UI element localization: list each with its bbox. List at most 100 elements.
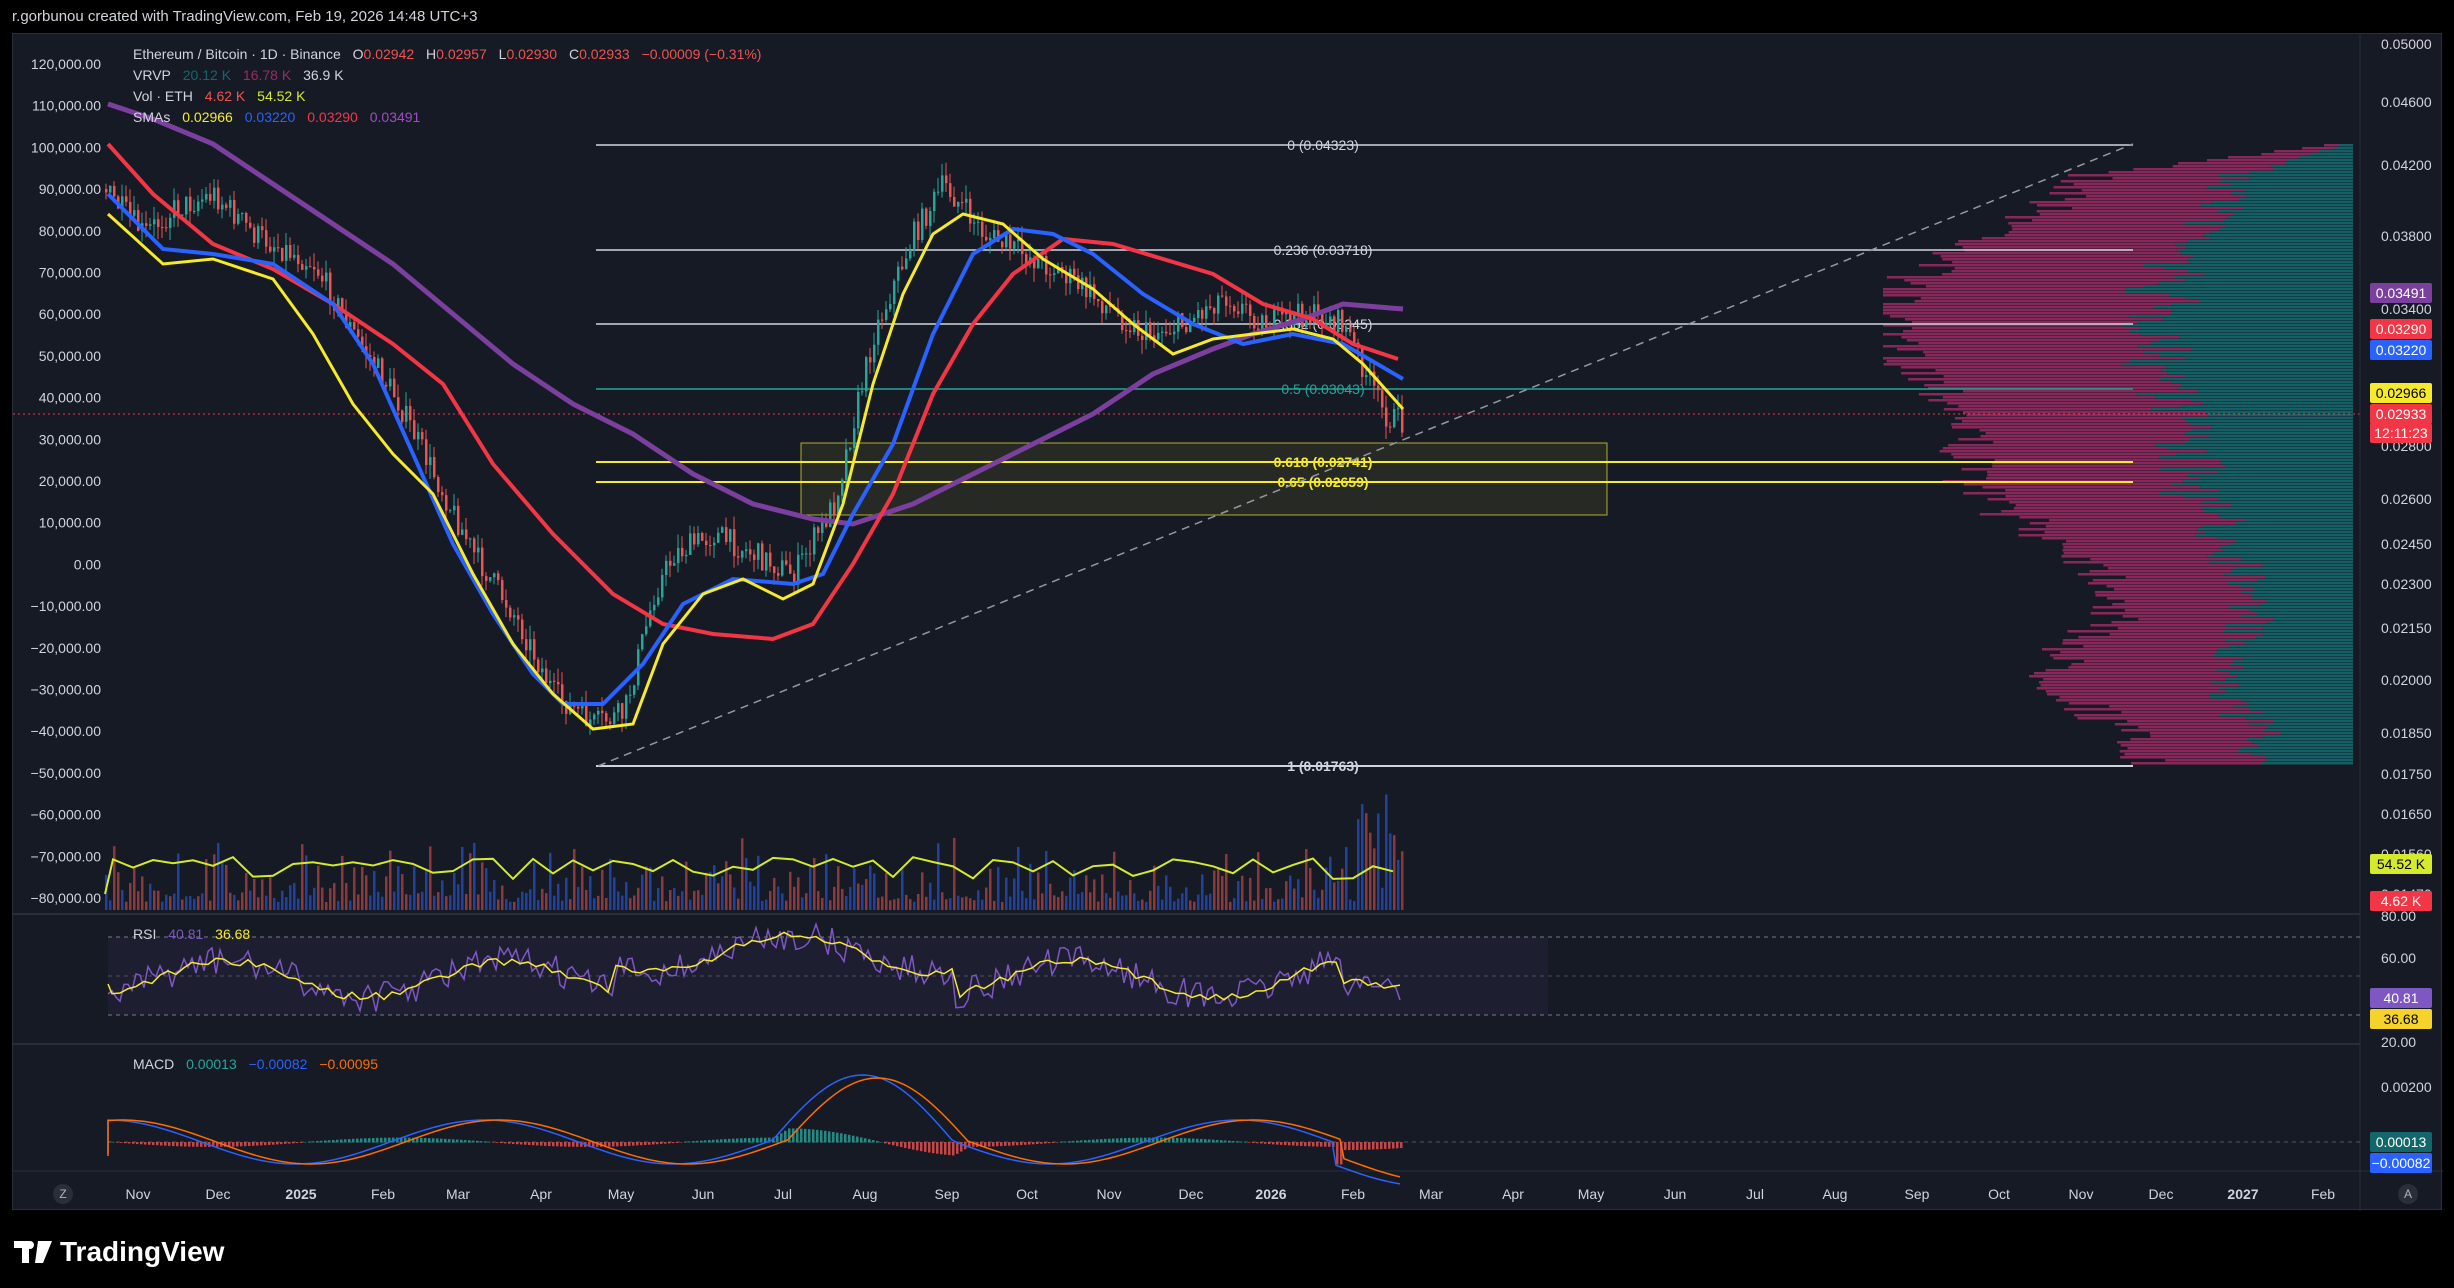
macd-histogram-bar [248,1142,251,1146]
right-axis-label: 0.01850 [2381,725,2432,741]
candle-body [1033,257,1036,269]
macd-histogram-bar [544,1142,547,1146]
volume-profile-bar [1994,459,2221,462]
volume-profile-bar [2245,717,2353,720]
macd-histogram-bar [324,1140,327,1143]
volume-bar [845,896,848,910]
volume-bar [585,889,588,910]
sma-legend[interactable]: SMAs 0.02966 0.03220 0.03290 0.03491 [133,109,421,125]
candle-body [541,668,544,673]
volume-legend[interactable]: Vol · ETH 4.62 K 54.52 K [133,88,306,104]
macd-histogram-bar [496,1142,499,1143]
candle-body [965,198,968,203]
volume-bar [133,867,136,910]
candle-body [1077,275,1080,290]
candle-body [921,208,924,240]
volume-profile-bar [2237,675,2353,678]
macd-histogram-bar [624,1142,627,1147]
macd-histogram-bar [1380,1142,1383,1150]
volume-bar [589,876,592,910]
volume-bar [685,861,688,910]
volume-profile-bar [1896,348,2192,351]
volume-profile-bar [1943,381,2172,384]
volume-profile-bar [2166,366,2353,369]
volume-profile-bar [2053,657,2244,660]
volume-profile-bar [2213,552,2353,555]
candle-body [717,532,720,543]
macd-histogram-bar [980,1142,983,1147]
volume-profile-bar [2149,732,2281,735]
volume-profile-bar [2203,234,2353,237]
macd-histogram-bar [244,1142,247,1147]
volume-bar [1129,880,1132,910]
candle-body [1105,305,1108,314]
macd-histogram-bar [636,1142,639,1146]
volume-bar [345,883,348,910]
macd-histogram-bar [992,1142,995,1147]
macd-legend[interactable]: MACD 0.00013 −0.00082 −0.00095 [133,1056,379,1072]
macd-histogram-bar [756,1137,759,1143]
volume-profile-bar [2246,702,2353,705]
volume-bar [665,901,668,910]
candle-body [1321,311,1324,329]
volume-profile-bar [1962,246,2187,249]
chart-frame[interactable]: 0 (0.04323)0.236 (0.03718)0.382 (0.03345… [12,33,2443,1211]
volume-bar [509,901,512,910]
macd-histogram-bar [1036,1142,1039,1145]
volume-profile-bar [2184,432,2353,435]
volume-bar [453,872,456,910]
volume-bar [553,895,556,910]
volume-bar [941,892,944,910]
candle-body [277,247,280,249]
macd-histogram-bar [500,1142,503,1144]
volume-bar [1149,890,1152,910]
volume-bar [1165,875,1168,910]
macd-histogram-bar [1052,1142,1055,1143]
volume-profile-bar [1982,486,2201,489]
candle-body [501,580,504,601]
auto-scale-right-button[interactable]: A [2398,1184,2418,1204]
macd-histogram-bar [304,1141,307,1143]
chart-canvas[interactable]: 0 (0.04323)0.236 (0.03718)0.382 (0.03345… [13,34,2443,1211]
macd-histogram-bar [172,1142,175,1147]
macd-histogram-bar [564,1142,567,1147]
volume-bar [497,899,500,910]
volume-bar [457,884,460,910]
macd-histogram-bar [752,1137,755,1143]
macd-histogram-bar [1232,1141,1235,1143]
volume-profile-bar [2211,681,2353,684]
volume-bar [1365,813,1368,910]
volume-profile-bar [1904,318,2164,321]
volume-bar [917,893,920,910]
volume-profile-bar [2179,336,2353,339]
volume-profile-bar [2067,630,2224,633]
candle-body [877,319,880,345]
rsi-legend[interactable]: RSI 40.81 36.68 [133,926,251,942]
macd-histogram-bar [1172,1137,1175,1143]
candle-body [1225,296,1228,306]
macd-histogram-bar [108,1141,111,1143]
auto-scale-left-button[interactable]: Z [53,1184,73,1204]
candle-body [469,538,472,540]
volume-bar [381,896,384,910]
volume-profile-bar [2040,684,2239,687]
macd-histogram-bar [124,1142,127,1144]
volume-profile-bar [2235,522,2353,525]
macd-histogram-bar [232,1142,235,1147]
tradingview-logo[interactable]: TradingView [14,1236,224,1268]
vrvp-legend[interactable]: VRVP 20.12 K 16.78 K 36.9 K [133,67,344,83]
volume-bar [501,885,504,910]
macd-histogram-bar [356,1138,359,1143]
macd-histogram-bar [1132,1137,1135,1143]
macd-histogram-bar [856,1136,859,1143]
candle-body [1005,234,1008,248]
macd-histogram-bar [368,1138,371,1143]
volume-profile-bar [2034,672,2230,675]
volume-bar [1005,877,1008,910]
macd-histogram-bar [644,1142,647,1145]
volume-profile-bar [2209,435,2353,438]
symbol-legend[interactable]: Ethereum / Bitcoin · 1D · Binance O0.029… [133,46,762,62]
volume-bar [533,862,536,910]
candle-body [1333,316,1336,333]
volume-profile-bar [2171,312,2353,315]
